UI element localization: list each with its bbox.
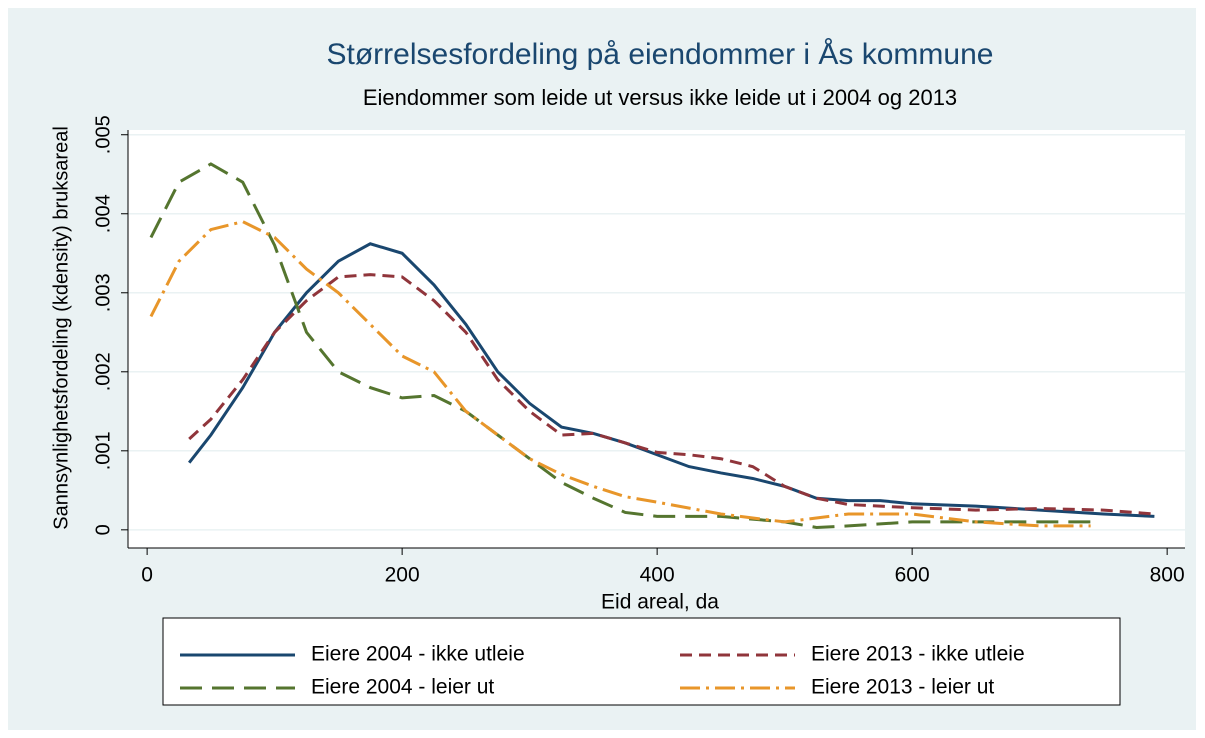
legend-label: Eiere 2013 - leier ut	[811, 676, 994, 699]
x-tick-label: 600	[895, 564, 930, 587]
legend-box	[162, 617, 1121, 706]
series-line	[188, 273, 1155, 516]
y-tick-label: .004	[92, 194, 114, 233]
x-tick-label: 0	[141, 564, 153, 587]
y-tick-label: .003	[92, 273, 114, 312]
plot-region	[128, 130, 1185, 548]
y-tick-label: .001	[92, 431, 114, 470]
legend-label: Eiere 2004 - ikke utleie	[311, 643, 525, 666]
x-tick-label: 400	[640, 564, 675, 587]
x-tick-label: 800	[1150, 564, 1185, 587]
y-tick-label: .002	[92, 352, 114, 391]
legend-label: Eiere 2013 - ikke utleie	[811, 643, 1025, 666]
series-line	[149, 220, 1091, 528]
series-line	[149, 162, 1091, 529]
x-axis-title: Eid areal, da	[601, 591, 719, 614]
chart-subtitle: Eiendommer som leide ut versus ikke leid…	[363, 85, 957, 110]
y-tick-label: 0	[92, 524, 114, 535]
x-tick-label: 200	[385, 564, 420, 587]
y-axis-title: Sannsynlighetsfordeling (kdensity) bruks…	[50, 126, 72, 530]
chart-title: Størrelsesfordeling på eiendommer i Ås k…	[327, 38, 994, 71]
y-tick-label: .005	[92, 115, 114, 154]
legend-label: Eiere 2004 - leier ut	[311, 676, 494, 699]
